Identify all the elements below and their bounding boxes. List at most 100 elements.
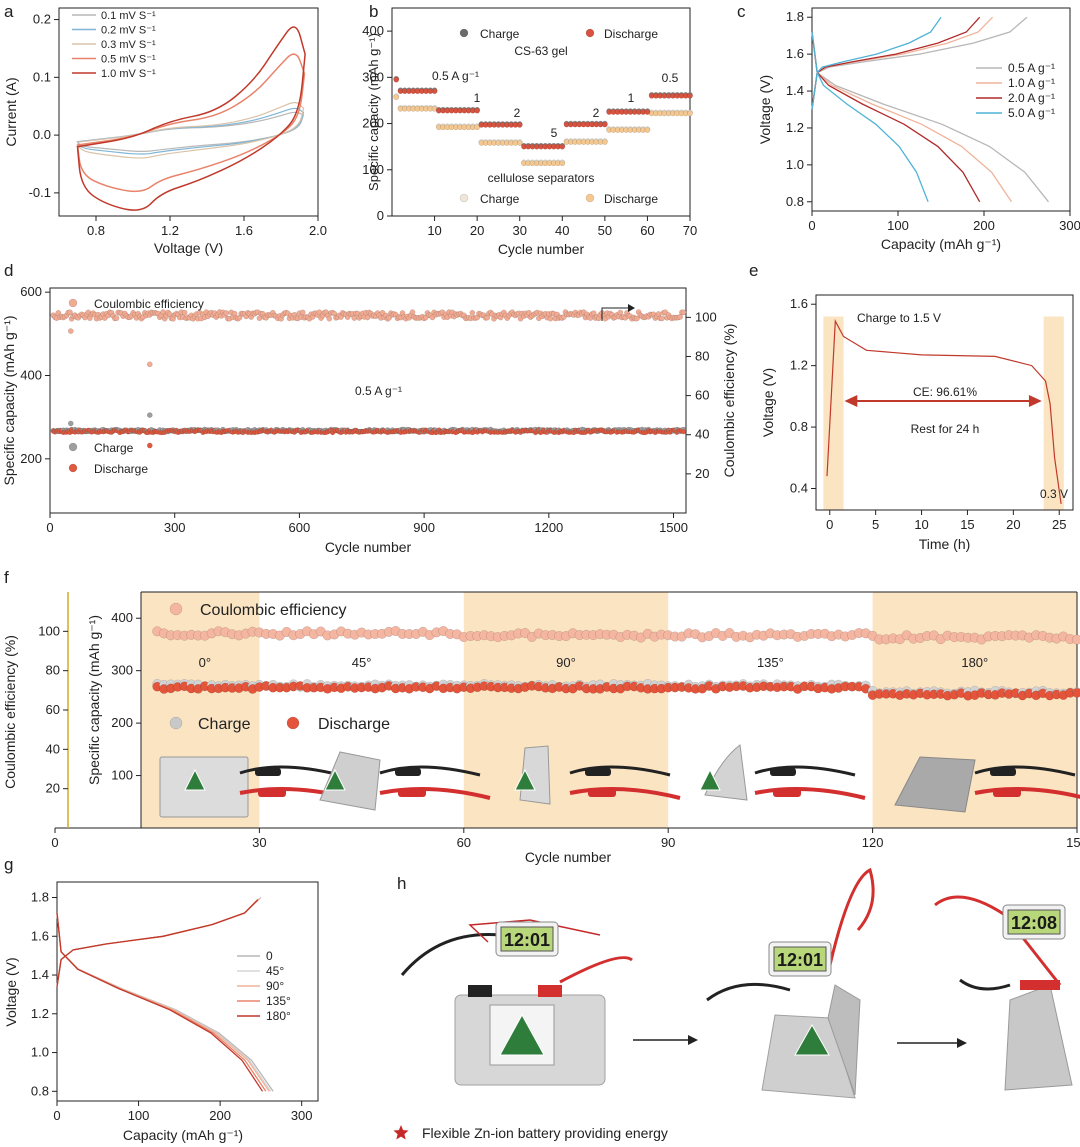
y-tick-label: 600 [20,284,42,299]
legend-entry: 0.2 mV S⁻¹ [101,25,156,37]
x-axis-title: Cycle number [325,539,412,555]
lcd-time: 12:01 [777,950,823,970]
discharge-band [1043,316,1064,510]
legend-marker [585,193,595,203]
legend-entry: Charge [198,716,251,733]
x-axis-title: Capacity (mAh g⁻¹) [881,236,1001,252]
pouch-cell [894,756,976,813]
discharge-point [474,124,480,131]
cv-curve [76,107,305,155]
y-axis-title: Specific capacity (mAh g⁻¹) [86,615,102,785]
plot-frame [815,294,1074,511]
x-tick-label: 5 [872,517,879,532]
x-tick-label: 0 [51,835,58,850]
y-tick-label: 80 [46,663,60,678]
logo-badge [699,768,721,791]
legend-marker [286,716,300,730]
red-lead [569,787,681,800]
discharge-curve [56,912,267,1092]
ce-point [326,315,333,322]
legend-entry: Coulombic efficiency [200,602,346,619]
x-tick-label: 120 [862,835,884,850]
annotation: Charge to 1.5 V [857,311,941,325]
discharge-point [393,94,400,101]
cv-curve [76,102,305,159]
y-axis-title: Voltage (V) [760,368,776,437]
black-lead [400,933,501,976]
x-tick-label: 50 [598,223,612,238]
red-lead [379,787,491,800]
lcd-screen [1007,909,1061,935]
logo-badge [794,1023,830,1056]
x-axis-title: Cycle number [525,849,612,865]
y-tick-label: 0 [377,208,384,223]
x-tick-label: 0 [53,1108,60,1123]
y-tick-label: 1.8 [31,890,49,905]
annotation: CE: 96.61% [913,385,977,399]
x-axis-title: Voltage (V) [154,240,223,256]
angle-label: 90° [556,655,576,670]
logo-badge [514,768,536,791]
legend-entry: Discharge [604,27,658,41]
ce-point [409,309,416,315]
x-tick-label: 0 [808,218,815,233]
chart-a: 0.8 1.2 1.6 2.0 -0.1 0.0 0.1 0.2 Voltage (V) Curr… [3,7,327,256]
logo-badge [499,1013,545,1056]
legend-entry: 180° [266,1009,291,1023]
legend-entry: Discharge [318,716,390,733]
black-lead [959,978,1011,991]
y-axis-title: Voltage (V) [3,957,19,1026]
x-tick-label: 150 [1066,835,1080,850]
discharge-point [474,107,480,114]
y-tick-label: 1.6 [31,928,49,943]
discharge-point [559,143,566,150]
star-icon [393,1125,409,1140]
logo-badge [184,768,206,791]
outlier-point [146,442,153,449]
rate-label: 0.5 [662,71,679,85]
legend-entry: 0 [266,949,273,963]
sequence-arrowhead [688,1035,698,1045]
x-tick-label: 2.0 [309,223,327,238]
x-tick-label: 300 [1059,218,1080,233]
plot-frame [49,287,687,514]
legend-marker [459,193,469,203]
chart-b: 10 20 30 40 50 60 70 0 100 200 300 400 Cycle number S… [362,7,697,257]
black-clip [585,768,611,776]
x-tick-label: 0 [826,517,833,532]
legend-entry: Charge [94,441,134,455]
red-clip [398,788,426,797]
angle-label: 180° [961,655,988,670]
outlier-point [146,412,153,418]
x-tick-label: 1200 [534,520,563,535]
y-tick-label: 100 [38,623,60,638]
axis-arrowhead [628,304,635,312]
plot-frame [58,7,319,217]
y2-tick-label: 40 [695,427,709,442]
y2-tick-label: 60 [695,388,709,403]
red-clip [258,788,286,797]
annotation: 0.3 V [1040,487,1068,501]
discharge-curve [811,31,1013,203]
panel-label-d: d [4,261,13,280]
legend-marker [68,298,78,308]
legend-marker [585,28,595,38]
red-lead [974,787,1080,799]
y-tick-label: 1.0 [31,1045,49,1060]
panel-label-f: f [4,568,9,587]
legend-marker [169,716,183,730]
y2-tick-label: 80 [695,348,709,363]
angle-label: 135° [757,655,784,670]
bent-battery-photo [319,751,491,811]
y-axis-title: Voltage (V) [757,75,773,144]
bent-battery-photo [159,756,351,818]
discharge-point [687,93,693,99]
ce-point [181,309,188,316]
discharge-point [680,429,687,435]
panel-label-c: c [737,2,746,21]
legend-entry: 45° [266,964,284,978]
angle-label: 45° [352,655,372,670]
x-tick-label: 20 [470,223,484,238]
y2-tick-label: 20 [695,466,709,481]
discharge-curve [56,912,272,1092]
